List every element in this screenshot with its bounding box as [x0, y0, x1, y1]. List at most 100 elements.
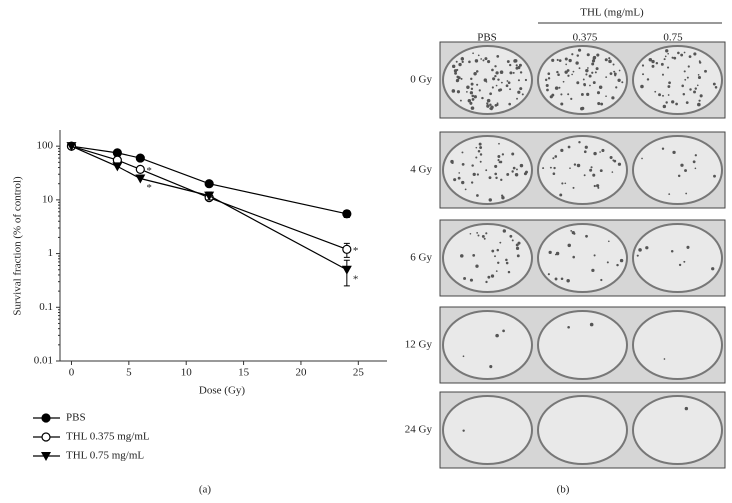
colony — [552, 172, 556, 176]
colony — [499, 70, 504, 74]
colony — [499, 160, 503, 164]
colony — [585, 234, 588, 238]
colony — [489, 365, 493, 369]
colony — [482, 59, 485, 62]
colony — [472, 52, 474, 55]
colony — [467, 98, 472, 103]
colony — [479, 153, 483, 156]
colony — [616, 263, 619, 267]
well — [537, 310, 628, 380]
colony — [566, 69, 570, 72]
row-label: 0 Gy — [410, 74, 432, 86]
colony — [662, 94, 664, 97]
colony — [455, 79, 459, 83]
colony — [478, 89, 481, 92]
well — [442, 135, 533, 205]
colony — [714, 86, 718, 89]
series-line — [71, 145, 348, 271]
colony — [499, 241, 502, 244]
colony — [560, 93, 563, 96]
x-axis-label: Dose (Gy) — [199, 385, 245, 397]
caption-a: (a) — [199, 484, 212, 496]
colony — [599, 151, 601, 153]
colony — [577, 48, 582, 52]
colony — [611, 171, 614, 173]
colony — [589, 322, 594, 327]
colony — [567, 325, 570, 329]
colony — [613, 159, 617, 163]
colony — [576, 163, 581, 168]
marker — [341, 265, 352, 275]
well — [537, 135, 628, 205]
colony — [658, 93, 661, 97]
x-tick-label: 10 — [181, 367, 193, 379]
colony — [516, 168, 518, 171]
legend-label: THL 0.75 mg/mL — [66, 450, 144, 462]
plate-image — [439, 391, 726, 469]
colony — [506, 60, 510, 63]
colony — [472, 253, 476, 257]
colony — [663, 358, 666, 360]
colony — [477, 54, 480, 57]
colony — [525, 170, 528, 174]
colony — [684, 169, 688, 173]
colony — [519, 71, 523, 74]
colony — [686, 76, 689, 79]
colony — [548, 250, 552, 255]
colony — [571, 231, 575, 235]
colony — [496, 102, 499, 105]
colony — [572, 186, 575, 189]
legend-label: PBS — [66, 412, 86, 424]
colony — [515, 64, 518, 67]
colony — [489, 92, 492, 96]
colony — [568, 58, 572, 63]
marker — [66, 142, 77, 152]
colony — [569, 167, 571, 170]
colony — [556, 70, 559, 74]
column-label: 0.75 — [663, 32, 683, 44]
colony — [671, 100, 675, 104]
colony — [552, 157, 555, 160]
colony — [500, 81, 503, 84]
plate-image — [439, 306, 726, 384]
colony — [641, 157, 643, 160]
colony — [592, 173, 595, 176]
colony — [605, 95, 607, 98]
colony — [595, 67, 599, 71]
marker — [41, 432, 51, 442]
colony — [497, 261, 500, 265]
colony — [502, 329, 505, 333]
colony — [597, 101, 601, 106]
colony — [694, 154, 697, 157]
colony — [549, 95, 553, 99]
colony — [619, 258, 624, 263]
marker — [135, 174, 146, 184]
colony — [651, 60, 654, 63]
marker — [204, 191, 215, 201]
colony — [665, 49, 669, 53]
colony — [654, 90, 657, 93]
colony — [519, 87, 523, 91]
colony — [589, 168, 593, 172]
colony — [585, 68, 589, 73]
colony — [547, 77, 551, 80]
colony — [496, 54, 500, 58]
colony — [699, 94, 703, 98]
colony — [505, 261, 509, 265]
x-tick-label: 15 — [238, 367, 250, 379]
plate-image — [439, 131, 726, 209]
plate-image — [439, 41, 726, 119]
colony — [506, 173, 510, 176]
colony — [466, 85, 470, 89]
colony — [588, 74, 592, 78]
colony — [684, 406, 689, 411]
colony — [509, 63, 512, 67]
colony — [566, 279, 570, 283]
colony — [606, 261, 609, 264]
colony — [712, 82, 716, 86]
well — [442, 310, 533, 380]
colony — [698, 99, 701, 102]
colony — [509, 71, 513, 75]
colony — [483, 78, 488, 82]
